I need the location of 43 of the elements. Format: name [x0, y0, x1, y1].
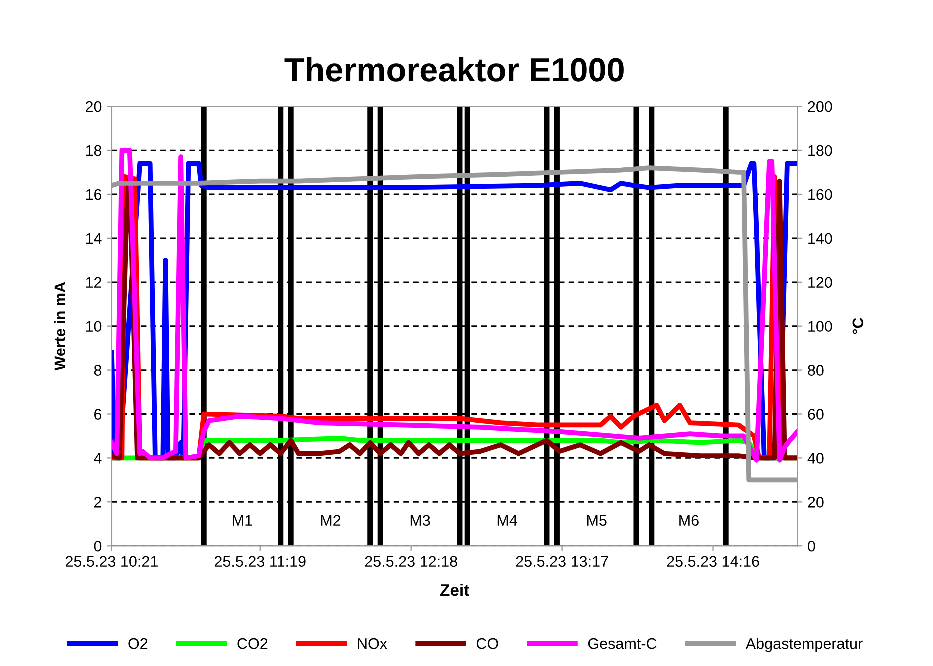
annotation: M6 — [680, 515, 699, 526]
y2-tick-label: 40 — [808, 453, 824, 464]
x-tick-label: 25.5.23 14:16 — [667, 556, 760, 568]
y2-tick-label: 140 — [808, 233, 832, 244]
y-axis-title: Werte in mA — [54, 282, 66, 371]
annotation: M5 — [587, 515, 607, 526]
y-tick-label: 8 — [94, 365, 102, 376]
x-tick-label: 25.5.23 10:21 — [66, 556, 158, 568]
legend-label: Abgastemperatur — [746, 638, 863, 652]
y2-tick-label: 180 — [808, 145, 832, 156]
annotation: M4 — [498, 515, 518, 526]
legend-label: O2 — [128, 638, 148, 650]
y-tick-label: 14 — [86, 233, 102, 244]
y2-tick-label: 160 — [808, 189, 832, 200]
annotation: M2 — [321, 515, 341, 526]
legend-label: CO2 — [238, 638, 268, 650]
y-tick-label: 18 — [86, 145, 102, 156]
y-tick-label: 12 — [86, 277, 102, 288]
y-tick-label: 6 — [94, 409, 102, 420]
y2-axis-title: °C — [852, 318, 864, 334]
y2-tick-label: 200 — [808, 101, 832, 112]
y-tick-label: 0 — [94, 540, 102, 552]
y-tick-label: 10 — [86, 321, 102, 332]
y-tick-label: 16 — [86, 189, 102, 200]
y2-tick-label: 20 — [808, 497, 824, 508]
x-tick-label: 25.5.23 11:19 — [214, 556, 306, 568]
y2-tick-label: 60 — [808, 409, 824, 420]
annotation: M3 — [410, 515, 430, 526]
x-tick-label: 25.5.23 13:17 — [516, 556, 608, 568]
y2-tick-label: 120 — [808, 277, 832, 288]
x-axis-title: Zeit — [440, 584, 470, 596]
y-tick-label: 4 — [94, 453, 102, 464]
y2-tick-label: 80 — [808, 365, 824, 376]
legend-label: Gesamt-C — [588, 638, 657, 650]
y2-tick-label: 0 — [808, 540, 816, 552]
y-tick-label: 2 — [94, 497, 102, 508]
x-tick-label: 25.5.23 12:18 — [365, 556, 458, 568]
y-tick-label: 20 — [86, 101, 102, 112]
legend-label: CO — [476, 638, 498, 650]
y2-tick-label: 100 — [808, 321, 832, 332]
annotation: M1 — [233, 515, 252, 526]
chart-title: Thermoreaktor E1000 — [284, 57, 624, 82]
legend-label: NOx — [358, 638, 388, 650]
